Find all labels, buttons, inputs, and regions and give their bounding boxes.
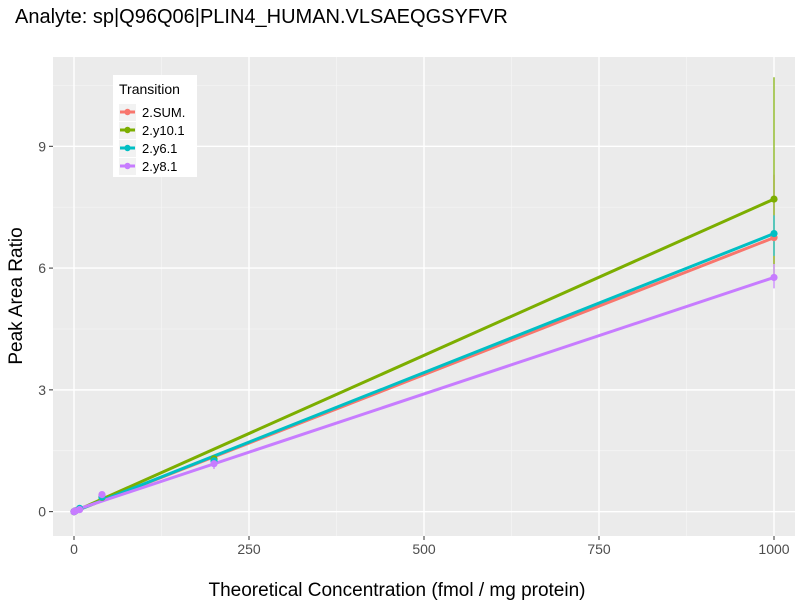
y-tick-label: 6 — [38, 260, 46, 276]
y-tick-label: 0 — [38, 504, 46, 520]
chart-title: Analyte: sp|Q96Q06|PLIN4_HUMAN.VLSAEQGSY… — [15, 6, 508, 28]
legend-label: 2.SUM. — [142, 105, 185, 120]
data-point — [770, 229, 778, 238]
fit-lines — [73, 197, 775, 514]
fit-line — [73, 275, 775, 512]
legend-label: 2.y10.1 — [142, 123, 185, 138]
x-tick-label: 1000 — [758, 541, 789, 557]
legend-key-point — [124, 144, 131, 152]
data-point — [770, 273, 778, 282]
data-points — [70, 195, 778, 516]
legend-label: 2.y6.1 — [142, 141, 177, 156]
data-point — [98, 490, 106, 499]
data-point — [770, 195, 778, 203]
legend: Transition 2.SUM. 2.y10.1 2.y6.1 2.y8.1 — [113, 75, 197, 177]
fit-line — [73, 232, 775, 514]
fit-line — [73, 197, 775, 514]
x-tick-label: 750 — [587, 541, 611, 557]
legend-key-point — [124, 126, 131, 134]
legend-label: 2.y8.1 — [142, 159, 177, 174]
y-tick-label: 9 — [38, 138, 46, 154]
data-point — [210, 460, 218, 468]
major-gridlines — [53, 57, 795, 536]
x-axis-title: Theoretical Concentration (fmol / mg pro… — [209, 580, 586, 600]
legend-key-point — [124, 108, 131, 116]
y-tick-label: 3 — [38, 382, 46, 398]
legend-key-point — [124, 162, 131, 170]
x-tick-label: 250 — [237, 541, 261, 557]
y-axis: 0 3 6 9 — [38, 138, 53, 520]
legend-title: Transition — [119, 81, 180, 97]
data-point — [76, 506, 84, 514]
x-tick-label: 0 — [70, 541, 78, 557]
x-tick-label: 500 — [412, 541, 436, 557]
x-axis: 0 250 500 750 1000 — [70, 536, 790, 557]
y-axis-title: Peak Area Ratio — [6, 227, 27, 364]
